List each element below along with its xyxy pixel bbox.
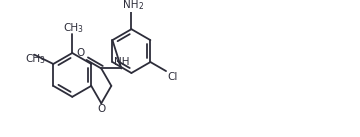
Text: Cl: Cl — [167, 72, 177, 82]
Text: CH: CH — [26, 54, 41, 64]
Text: NH: NH — [114, 57, 129, 67]
Text: O: O — [97, 104, 105, 114]
Text: O: O — [76, 48, 85, 58]
Text: 3: 3 — [78, 25, 83, 34]
Text: 3: 3 — [40, 56, 45, 65]
Text: CH: CH — [64, 23, 79, 33]
Text: NH: NH — [123, 0, 138, 10]
Text: 2: 2 — [139, 2, 144, 12]
